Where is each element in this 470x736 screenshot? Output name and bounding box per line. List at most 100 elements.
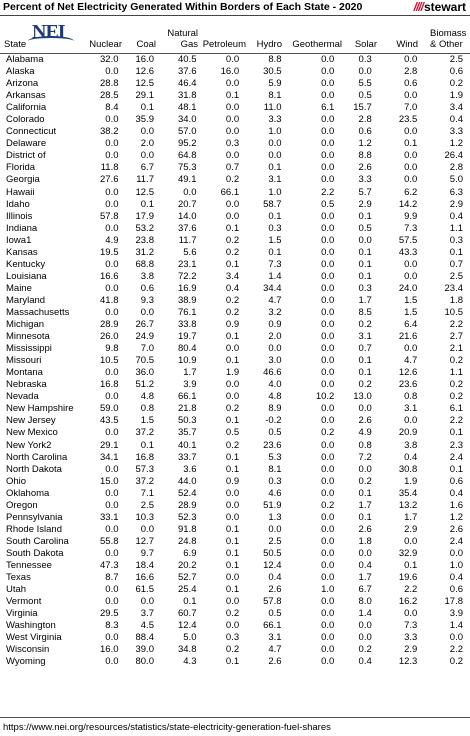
table-row: Alabama 32.0 16.0 40.5 0.0 8.8 0.0 0.3 0.0 2.5 [0, 54, 470, 66]
cell-geothermal: 0.0 [321, 114, 335, 126]
cell-coal: 12.6 [135, 66, 154, 78]
cell-wind: 1.9 [404, 475, 418, 487]
cell-solar: 2.8 [358, 114, 372, 126]
table-row: Kentucky 0.0 68.8 23.1 0.1 7.3 0.0 0.1 0.0 0.7 [0, 259, 470, 271]
state-name-cell: Ohio [6, 475, 27, 487]
cell-wind: 1.5 [404, 307, 418, 318]
cell-biomass: 0.4 [449, 572, 463, 584]
cell-geothermal: 0.0 [321, 487, 335, 499]
cell-hydro: 4.7 [268, 294, 282, 306]
state-name-cell: Wisconsin [6, 644, 50, 656]
cell-wind: 14.2 [398, 198, 418, 210]
table-row: Nebraska 16.8 51.2 3.9 0.0 4.0 0.0 0.2 23.6 0.2 [0, 379, 470, 391]
cell-natural-gas: 10.9 [177, 355, 197, 367]
cell-nuclear: 0.0 [105, 138, 119, 150]
cell-petroleum: 0.7 [225, 162, 240, 174]
cell-geothermal: 0.0 [321, 246, 335, 258]
cell-coal: 9.7 [140, 547, 154, 559]
cell-hydro: 57.8 [263, 596, 282, 608]
cell-wind: 23.6 [398, 379, 418, 391]
cell-solar: 7.2 [358, 451, 372, 463]
cell-geothermal: 0.2 [321, 499, 335, 511]
cell-hydro: 11.0 [263, 102, 282, 114]
cell-hydro: 3.0 [268, 355, 282, 367]
cell-petroleum: 0.0 [225, 126, 240, 138]
cell-natural-gas: 35.7 [177, 427, 197, 439]
cell-biomass: 6.3 [449, 186, 463, 198]
cell-biomass: 2.1 [449, 343, 463, 355]
cell-solar: 1.2 [358, 138, 372, 150]
cell-hydro: 3.3 [268, 114, 282, 126]
cell-nuclear: 0.0 [105, 656, 119, 668]
cell-coal: 11.7 [136, 174, 154, 186]
state-name-cell: Utah [6, 584, 27, 596]
cell-biomass: 0.1 [449, 463, 463, 475]
cell-biomass: 26.4 [444, 150, 464, 162]
cell-geothermal: 0.0 [321, 632, 335, 644]
cell-biomass: 1.2 [449, 138, 463, 150]
cell-wind: 2.9 [404, 644, 418, 656]
cell-natural-gas: 57.0 [177, 126, 197, 138]
cell-nuclear: 8.4 [105, 102, 119, 114]
cell-natural-gas: 33.8 [177, 319, 197, 331]
cell-wind: 0.6 [404, 78, 418, 90]
cell-solar: 13.0 [353, 391, 372, 403]
cell-hydro: 50.5 [263, 547, 282, 559]
cell-coal: 12.5 [135, 78, 154, 90]
cell-hydro: -0.2 [265, 415, 282, 427]
cell-biomass: 3.3 [449, 126, 463, 138]
cell-wind: 9.9 [404, 210, 418, 222]
table-row: Delaware 0.0 2.0 95.2 0.3 0.0 0.0 1.2 0.1 1.2 [0, 138, 470, 150]
cell-petroleum: 0.1 [225, 331, 240, 343]
table-row: Maine 0.0 0.6 16.9 0.4 34.4 0.0 0.3 24.0 23.4 [0, 283, 470, 295]
cell-wind: 6.4 [404, 319, 418, 331]
cell-natural-gas: 3.6 [183, 463, 197, 475]
cell-nuclear: 0.0 [105, 547, 119, 559]
cell-petroleum: 0.5 [225, 427, 240, 439]
cell-hydro: 0.0 [268, 150, 282, 162]
cell-solar: 0.1 [358, 367, 372, 379]
cell-natural-gas: 75.3 [177, 162, 197, 174]
cell-coal: 36.0 [135, 367, 154, 379]
cell-geothermal: 0.0 [321, 451, 335, 463]
cell-geothermal: 0.0 [321, 222, 335, 234]
state-name-cell: Nebraska [6, 379, 47, 391]
cell-nuclear: 8.3 [105, 620, 119, 632]
cell-hydro: 46.6 [263, 367, 282, 379]
state-name-cell: District of [6, 150, 46, 162]
cell-wind: 16.2 [398, 596, 418, 608]
table-row: North Carolina 34.1 16.8 33.7 0.1 5.3 0.0 7.2 0.… [0, 452, 470, 464]
cell-wind: 0.0 [404, 415, 418, 427]
cell-wind: 20.9 [398, 427, 418, 439]
state-name-cell: Michigan [6, 319, 45, 331]
state-name-cell: Louisiana [6, 270, 47, 282]
cell-biomass: 3.9 [449, 608, 463, 620]
cell-solar: 0.6 [358, 126, 372, 138]
cell-petroleum: 0.1 [225, 258, 240, 270]
cell-petroleum: 0.2 [225, 174, 240, 186]
cell-natural-gas: 4.3 [183, 656, 197, 668]
cell-geothermal: 0.0 [321, 367, 335, 379]
cell-natural-gas: 0.1 [183, 596, 197, 608]
cell-coal: 1.5 [140, 415, 154, 427]
cell-natural-gas: 14.0 [177, 210, 197, 222]
cell-solar: 3.1 [358, 331, 372, 343]
cell-biomass: 0.0 [449, 632, 463, 644]
cell-natural-gas: 24.8 [177, 535, 197, 547]
cell-petroleum: 0.0 [225, 391, 240, 403]
cell-wind: 3.8 [404, 439, 418, 451]
cell-hydro: 8.8 [268, 54, 282, 66]
table-row: Rhode Island 0.0 0.0 91.8 0.1 0.0 0.0 2.6 2.9 2.6 [0, 524, 470, 536]
cell-geothermal: 0.0 [321, 620, 335, 632]
col-header-wind: Wind [396, 39, 418, 50]
cell-coal: 88.4 [135, 632, 154, 644]
table-row: Vermont 0.0 0.0 0.1 0.0 57.8 0.0 8.0 16.2 17.8 [0, 596, 470, 608]
cell-solar: 0.7 [358, 343, 372, 355]
table-row: New York2 29.1 0.1 40.1 0.2 23.6 0.0 0.8 3.8 2.3 [0, 440, 470, 452]
cell-petroleum: 0.0 [225, 150, 240, 162]
cell-solar: 0.5 [358, 222, 372, 234]
cell-biomass: 2.4 [449, 535, 463, 547]
cell-hydro: 0.0 [268, 343, 282, 355]
state-name-cell: New Hampshire [6, 403, 74, 415]
cell-natural-gas: 40.1 [177, 439, 197, 451]
